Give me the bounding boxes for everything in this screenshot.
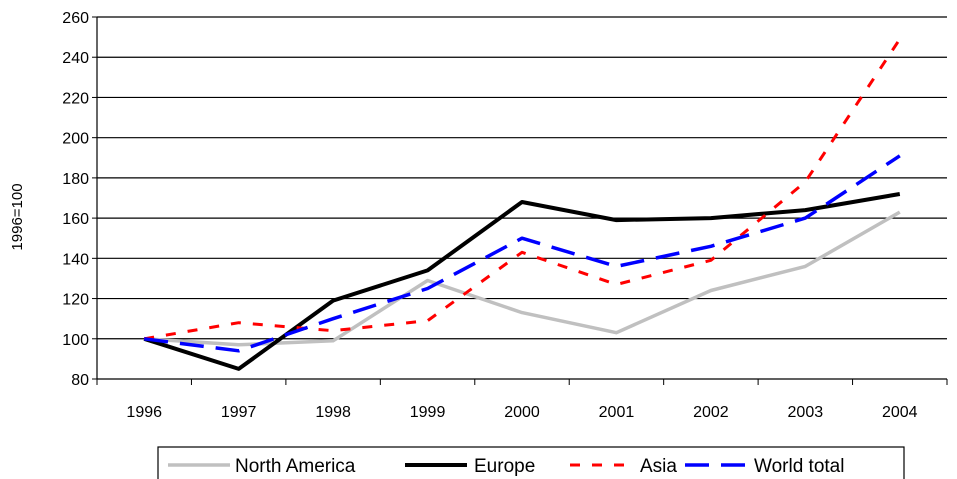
y-tick-label-160: 160 [62, 211, 89, 228]
x-tick-label-1999: 1999 [410, 404, 446, 421]
x-tick-label-2001: 2001 [599, 404, 635, 421]
y-tick-labels: 80 100 120 140 160 180 200 220 240 260 [62, 10, 97, 389]
y-axis-title: 1996=100 [9, 183, 26, 250]
gridlines [97, 16, 947, 340]
series-lines [143, 38, 902, 371]
x-tick-labels: 1996 1997 1998 1999 2000 2001 2002 2003 2004 [96, 379, 948, 421]
legend: North America Europe Asia World total [157, 446, 905, 479]
series-line-world-total [143, 154, 901, 353]
y-tick-label-80: 80 [71, 372, 89, 389]
y-tick-label-220: 220 [62, 90, 89, 107]
x-tick-label-1998: 1998 [315, 404, 351, 421]
x-tick-label-1997: 1997 [221, 404, 257, 421]
legend-label-north-america: North America [235, 456, 356, 477]
x-tick-label-1996: 1996 [126, 404, 162, 421]
x-tick-label-2003: 2003 [788, 404, 824, 421]
axes [96, 17, 947, 380]
legend-label-asia: Asia [640, 456, 677, 477]
legend-box [157, 446, 905, 479]
x-tick-label-2000: 2000 [504, 404, 540, 421]
legend-label-world-total: World total [754, 456, 844, 477]
y-tick-label-200: 200 [62, 131, 89, 148]
series-line-north-america [144, 210, 901, 347]
x-tick-label-2002: 2002 [693, 404, 729, 421]
y-tick-label-100: 100 [62, 332, 89, 349]
y-tick-label-180: 180 [62, 171, 89, 188]
series-line-europe [143, 192, 901, 371]
series-line-asia [143, 38, 902, 341]
y-tick-label-240: 240 [62, 50, 89, 67]
y-tick-label-140: 140 [62, 251, 89, 268]
x-tick-label-2004: 2004 [882, 404, 918, 421]
y-tick-label-260: 260 [62, 10, 89, 27]
legend-label-europe: Europe [474, 456, 535, 477]
y-tick-label-120: 120 [62, 292, 89, 309]
